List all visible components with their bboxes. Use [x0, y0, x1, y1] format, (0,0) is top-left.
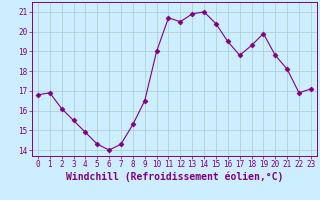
X-axis label: Windchill (Refroidissement éolien,°C): Windchill (Refroidissement éolien,°C)	[66, 172, 283, 182]
